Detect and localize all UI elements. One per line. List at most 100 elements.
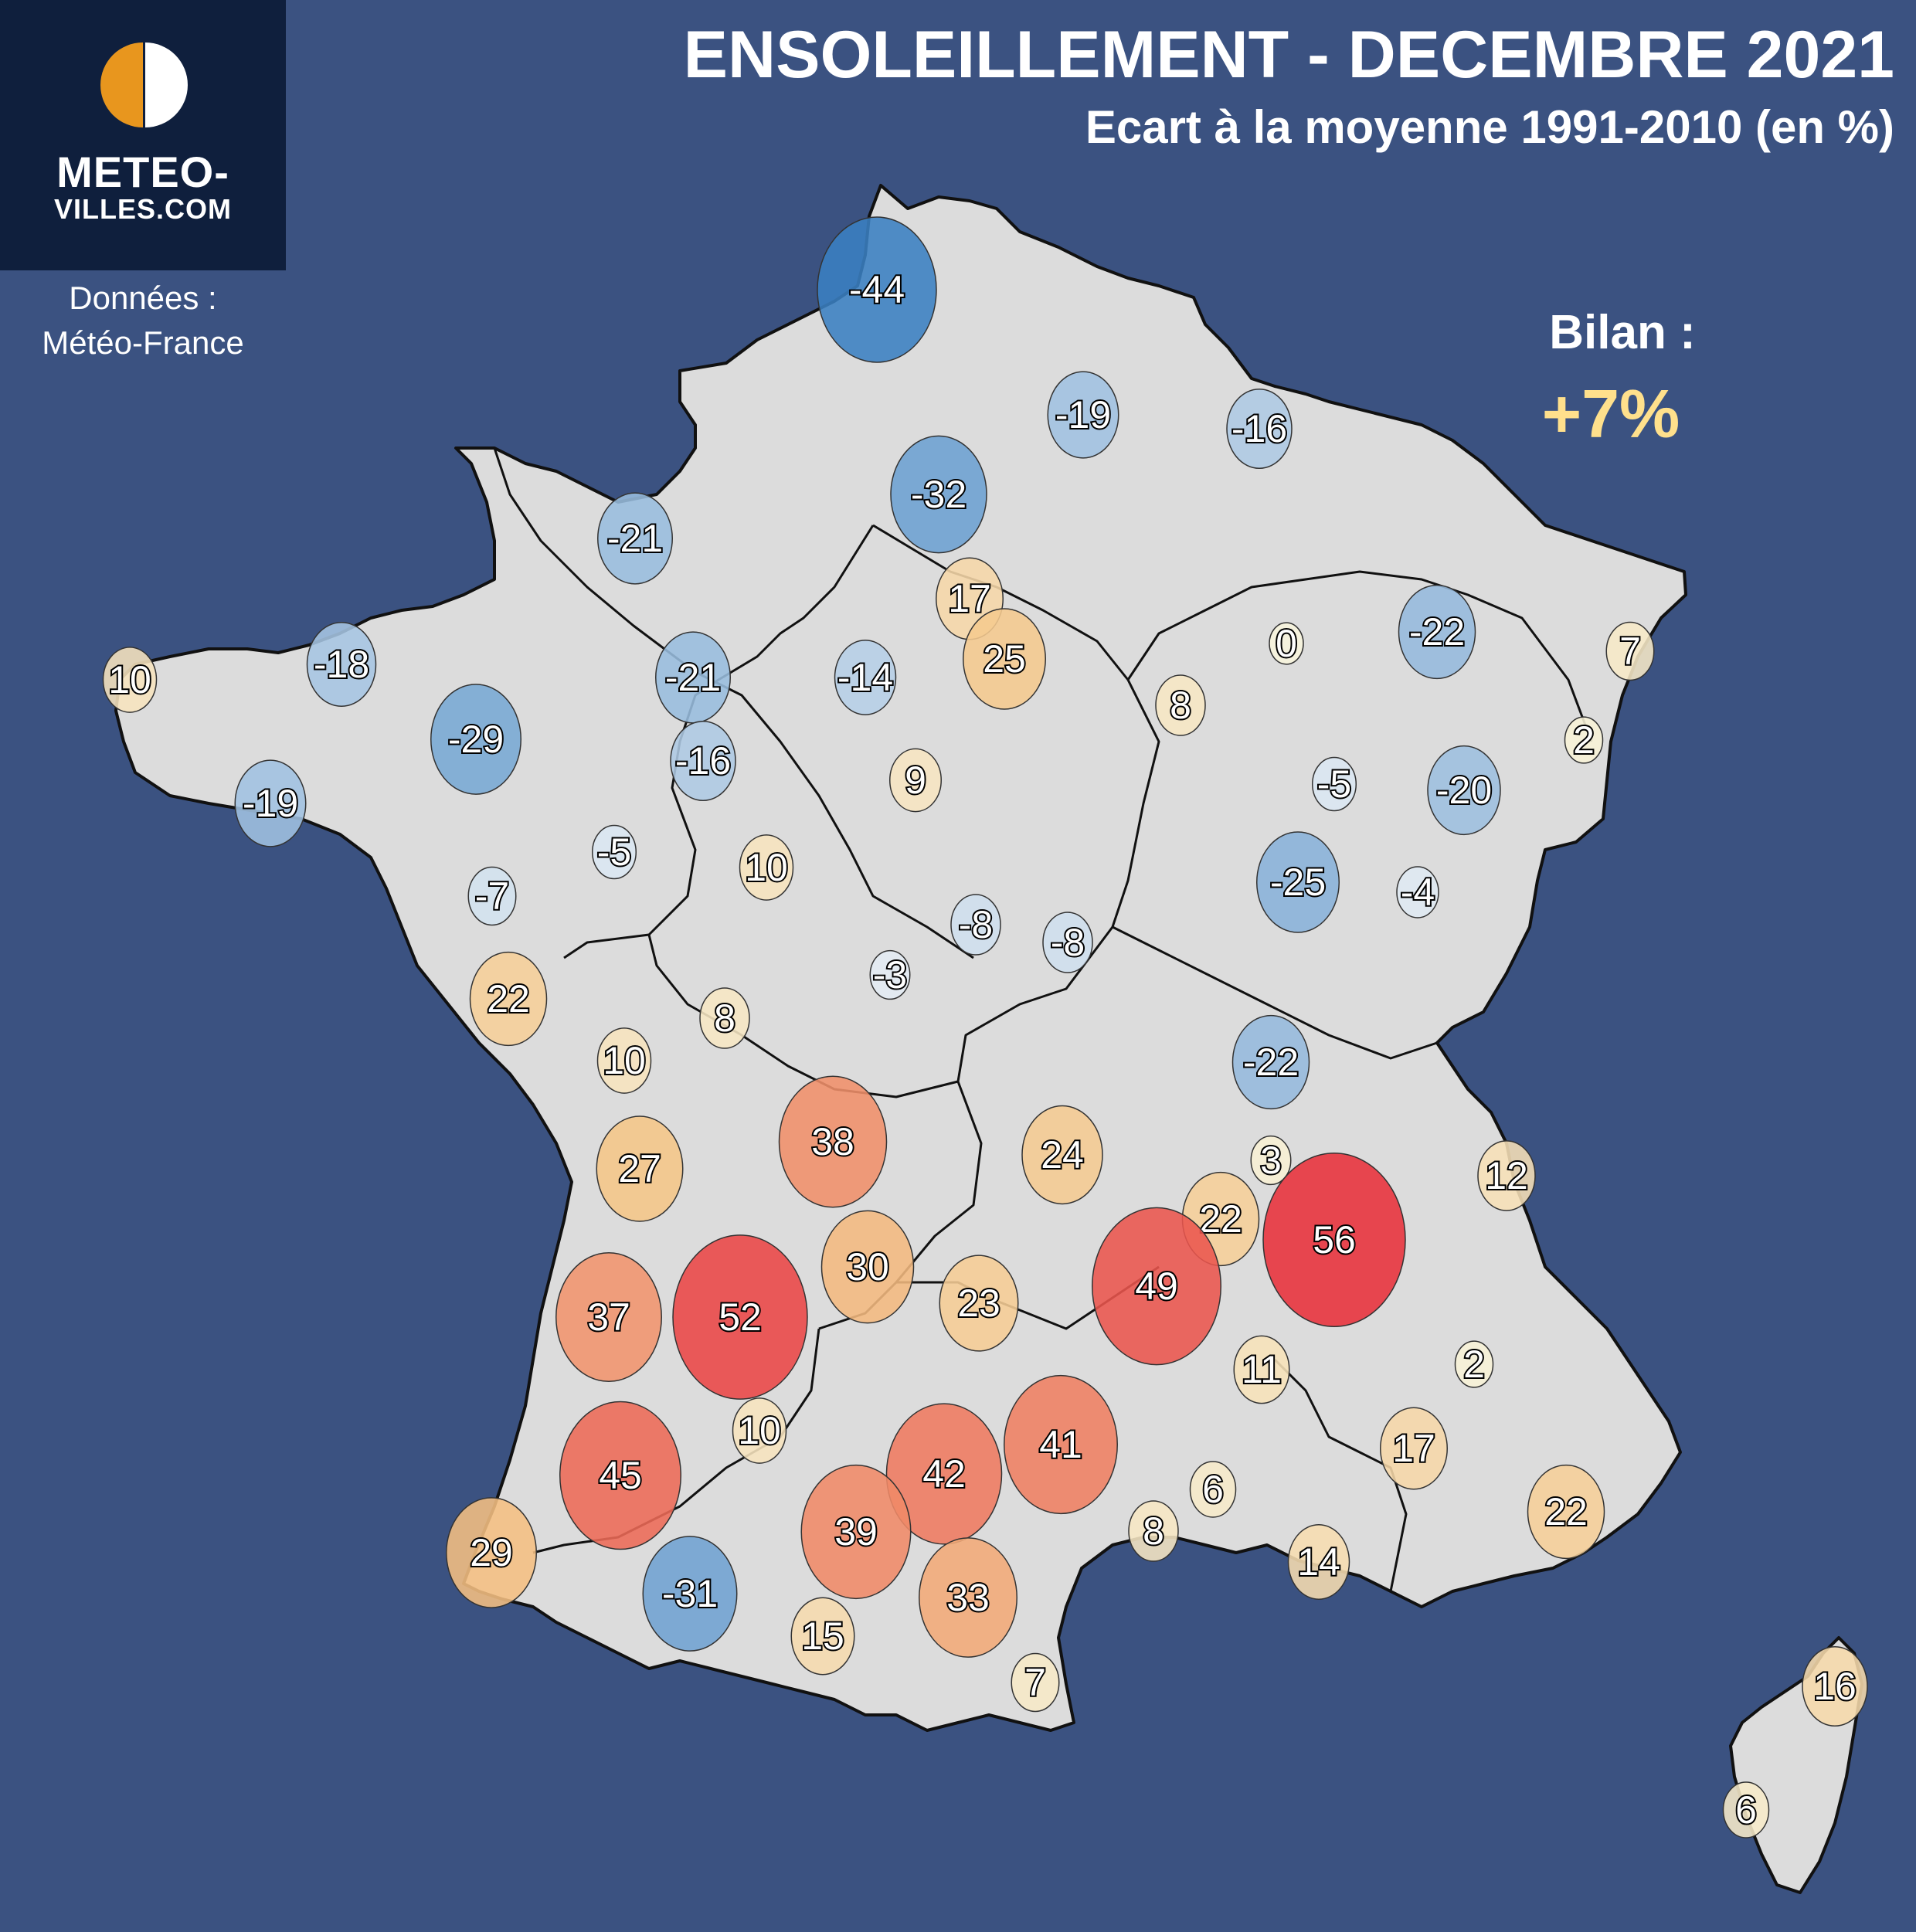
station-bubble-marker	[890, 435, 987, 554]
station-value-label: -21	[607, 517, 663, 560]
station-value-label: 7	[1024, 1661, 1046, 1704]
station-bubble: 14	[1287, 1524, 1350, 1600]
station-value-label: 37	[587, 1295, 630, 1339]
station-value-label: 49	[1135, 1265, 1178, 1308]
station-value-label: 2	[1573, 718, 1595, 762]
station-value-label: 17	[948, 577, 991, 620]
station-bubble: 39	[800, 1464, 912, 1600]
station-bubble-marker	[1250, 1135, 1292, 1186]
station-bubble: 52	[672, 1234, 808, 1400]
station-bubble: 8	[699, 987, 750, 1049]
station-bubble-marker	[1454, 1340, 1494, 1388]
station-bubble: 2	[1454, 1340, 1494, 1388]
station-bubble: 16	[1802, 1646, 1868, 1727]
station-bubble: -20	[1427, 745, 1501, 836]
station-bubble: 10	[739, 834, 794, 901]
station-bubble-marker	[739, 834, 794, 901]
station-value-label: 3	[1260, 1139, 1282, 1182]
station-value-label: -19	[1055, 393, 1111, 436]
station-bubble-marker	[800, 1464, 912, 1600]
station-value-label: -25	[1270, 861, 1326, 904]
station-bubble: 10	[102, 647, 158, 713]
station-bubble-marker	[1004, 1374, 1118, 1515]
station-value-label: 33	[946, 1576, 990, 1619]
station-bubble: -19	[234, 759, 307, 847]
station-bubble: 29	[446, 1497, 537, 1608]
map-subtitle: Ecart à la moyenne 1991-2010 (en %)	[1085, 101, 1894, 153]
map-title: ENSOLEILLEMENT - DECEMBRE 2021	[683, 18, 1894, 92]
station-bubble-marker	[1042, 912, 1093, 973]
station-bubble-marker	[597, 492, 673, 585]
station-bubble: 23	[939, 1255, 1019, 1352]
station-value-label: 8	[714, 997, 735, 1040]
station-value-label: 29	[470, 1531, 513, 1574]
station-bubble: 27	[596, 1115, 684, 1222]
station-bubble-marker	[596, 1115, 684, 1222]
logo: METEO- VILLES.COM	[0, 0, 286, 270]
station-bubble-marker	[834, 640, 897, 715]
station-bubble-marker	[1128, 1500, 1179, 1562]
station-bubble-marker	[1189, 1461, 1237, 1518]
station-bubble: 15	[790, 1597, 855, 1676]
station-value-label: 2	[1463, 1343, 1485, 1386]
station-bubble-marker	[1233, 1335, 1290, 1404]
station-bubble: 33	[919, 1537, 1017, 1658]
station-value-label: -19	[243, 782, 298, 825]
station-bubble: -31	[642, 1536, 738, 1652]
station-bubble: -8	[1042, 912, 1093, 973]
station-value-label: 56	[1313, 1218, 1356, 1261]
station-value-label: 41	[1039, 1423, 1082, 1466]
station-bubble-marker	[1722, 1781, 1770, 1839]
station-bubble-marker	[939, 1255, 1019, 1352]
station-bubble: -16	[670, 721, 736, 801]
station-bubble: 17	[1380, 1407, 1448, 1490]
station-value-label: -14	[837, 656, 893, 699]
station-bubble: -14	[834, 640, 897, 715]
station-bubble: -16	[1226, 389, 1293, 469]
summary-value: +7%	[1541, 375, 1680, 452]
station-value-label: -32	[911, 473, 966, 516]
station-value-label: -22	[1409, 610, 1465, 654]
station-bubble: 7	[1011, 1652, 1060, 1713]
station-value-label: -8	[1051, 921, 1085, 964]
station-bubble-marker	[469, 951, 548, 1047]
station-value-label: -7	[475, 874, 509, 918]
station-value-label: -5	[597, 830, 631, 874]
station-bubble-marker	[1564, 716, 1604, 764]
station-bubble: 12	[1477, 1140, 1536, 1211]
station-bubble: 10	[732, 1397, 787, 1464]
station-bubble-marker	[1396, 866, 1439, 918]
station-bubble: -5	[592, 824, 637, 880]
station-bubble-marker	[790, 1597, 855, 1676]
station-value-label: 14	[1297, 1540, 1340, 1584]
station-bubble-marker	[1427, 745, 1501, 836]
station-bubble-marker	[950, 894, 1001, 956]
station-bubble-marker	[234, 759, 307, 847]
station-bubble-marker	[559, 1401, 681, 1550]
station-bubble: -25	[1256, 831, 1340, 933]
station-value-label: 27	[618, 1147, 661, 1190]
station-value-label: 6	[1202, 1468, 1224, 1511]
station-value-label: 22	[487, 977, 530, 1020]
station-value-label: 16	[1813, 1665, 1857, 1708]
data-source-label: Données :	[69, 280, 217, 316]
station-bubble-marker	[1605, 621, 1655, 681]
station-bubble-marker	[817, 216, 937, 363]
station-bubble-marker	[1231, 1014, 1310, 1110]
station-bubble: -4	[1396, 866, 1439, 918]
summary-label: Bilan :	[1549, 306, 1696, 359]
station-value-label: -16	[675, 739, 731, 783]
station-bubble: -3	[869, 949, 911, 1000]
station-value-label: -29	[448, 718, 504, 761]
data-source-name: Météo-France	[42, 324, 244, 361]
station-bubble: 45	[559, 1401, 681, 1550]
station-value-label: 9	[905, 759, 926, 802]
station-value-label: -22	[1243, 1041, 1299, 1084]
station-value-label: 0	[1276, 622, 1297, 665]
station-bubble-marker	[699, 987, 750, 1049]
station-value-label: -5	[1317, 762, 1351, 806]
station-value-label: 38	[811, 1120, 854, 1163]
station-bubble-marker	[1256, 831, 1340, 933]
station-bubble: 49	[1092, 1207, 1221, 1366]
